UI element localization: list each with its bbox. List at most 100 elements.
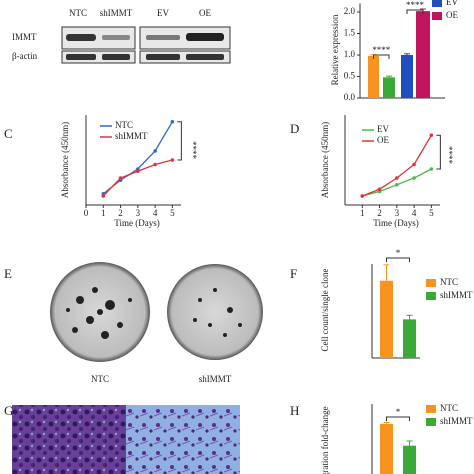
legend-label: OE bbox=[377, 135, 389, 145]
bar bbox=[368, 55, 379, 98]
panel-label: E bbox=[4, 266, 12, 281]
y-tick-label: 1.5 bbox=[344, 28, 356, 38]
annotation: **** bbox=[188, 141, 198, 160]
sig-bracket bbox=[436, 134, 441, 170]
legend-label: shIMMT bbox=[440, 290, 473, 300]
row-label: IMMT bbox=[12, 32, 37, 42]
x-tick-label: 1 bbox=[360, 208, 365, 218]
sig-bracket bbox=[386, 416, 410, 421]
legend-swatch bbox=[426, 418, 436, 426]
band bbox=[66, 34, 96, 41]
annotation: * bbox=[396, 407, 401, 417]
legend-swatch bbox=[432, 0, 442, 7]
legend-label: EV bbox=[446, 0, 458, 7]
colony-dish bbox=[167, 264, 263, 360]
panel-label: C bbox=[4, 126, 13, 141]
x-tick-label: 2 bbox=[118, 208, 123, 218]
point bbox=[412, 176, 416, 180]
point bbox=[153, 162, 157, 167]
bar bbox=[403, 445, 416, 474]
band bbox=[186, 54, 224, 60]
panel-label: H bbox=[290, 403, 299, 418]
lane-label: EV bbox=[157, 8, 169, 18]
point bbox=[118, 176, 123, 180]
annotation: **** bbox=[444, 146, 454, 165]
point bbox=[170, 119, 175, 124]
band bbox=[186, 33, 224, 41]
lane-label: shIMMT bbox=[100, 8, 133, 18]
bar bbox=[380, 280, 393, 358]
point bbox=[395, 176, 399, 180]
legend-label: shIMMT bbox=[440, 416, 473, 426]
sig-bracket bbox=[406, 9, 424, 14]
x-tick-label: 5 bbox=[170, 208, 175, 218]
colonies bbox=[66, 287, 242, 339]
bar bbox=[383, 77, 395, 98]
error-bar bbox=[406, 440, 413, 446]
point bbox=[429, 167, 434, 171]
point bbox=[360, 194, 365, 198]
x-axis-label: Time (Days) bbox=[114, 218, 159, 228]
panel-label: F bbox=[290, 266, 297, 281]
bar bbox=[380, 423, 393, 474]
legend-label: NTC bbox=[440, 277, 458, 287]
annotation: * bbox=[396, 248, 401, 258]
sig-bracket bbox=[177, 121, 182, 161]
error-bar bbox=[383, 264, 390, 281]
blot-box bbox=[61, 26, 136, 50]
legend-swatch bbox=[432, 12, 442, 20]
annotation: **** bbox=[372, 45, 391, 55]
panel-label: D bbox=[290, 121, 299, 136]
point bbox=[170, 158, 175, 162]
y-axis-label: Relative expression bbox=[330, 14, 340, 85]
migration-image bbox=[12, 405, 126, 474]
band bbox=[102, 54, 130, 60]
annotation: **** bbox=[406, 0, 425, 10]
line bbox=[102, 159, 173, 197]
lane-label: NTC bbox=[69, 8, 87, 18]
legend-label: NTC bbox=[440, 403, 458, 413]
point bbox=[429, 133, 434, 138]
y-tick-label: 2.0 bbox=[344, 6, 356, 16]
y-axis-label: Absorbance (450nm) bbox=[60, 122, 70, 198]
error-bar bbox=[386, 75, 392, 78]
bar bbox=[403, 319, 416, 358]
sig-bracket bbox=[386, 257, 410, 262]
band bbox=[146, 54, 180, 60]
point bbox=[101, 194, 106, 198]
x-tick-label: 3 bbox=[136, 208, 141, 218]
legend-label: OE bbox=[446, 10, 458, 20]
legend-label: NTC bbox=[115, 120, 133, 130]
blot-box bbox=[139, 26, 231, 50]
band bbox=[146, 35, 180, 40]
y-tick-label: 0.0 bbox=[344, 92, 356, 102]
error-bar bbox=[404, 53, 410, 55]
x-tick-label: 3 bbox=[395, 208, 400, 218]
line bbox=[362, 134, 432, 197]
bar bbox=[416, 11, 430, 99]
x-tick-label: 0 bbox=[84, 208, 89, 218]
y-axis-label: Cell count/single clone bbox=[320, 269, 330, 352]
x-axis-label: Time (Days) bbox=[373, 218, 418, 228]
legend-swatch bbox=[426, 292, 436, 300]
point bbox=[136, 169, 140, 174]
y-tick-label: 0.5 bbox=[344, 71, 356, 81]
colony-label: NTC bbox=[91, 374, 109, 384]
point bbox=[412, 162, 416, 167]
point bbox=[377, 187, 382, 192]
band bbox=[66, 54, 96, 60]
point bbox=[395, 182, 399, 187]
x-tick-label: 5 bbox=[429, 208, 434, 218]
legend-label: shIMMT bbox=[115, 131, 148, 141]
x-tick-label: 4 bbox=[412, 208, 417, 218]
colony-label: shIMMT bbox=[199, 374, 232, 384]
y-axis-label: Absorbance (450nm) bbox=[320, 122, 330, 198]
lane-label: OE bbox=[199, 8, 211, 18]
point bbox=[153, 149, 157, 153]
error-bar bbox=[383, 422, 390, 424]
panel-label: G bbox=[4, 403, 13, 418]
row-label: β-actin bbox=[12, 51, 38, 61]
y-axis-label: Migration fold-change bbox=[320, 406, 330, 474]
